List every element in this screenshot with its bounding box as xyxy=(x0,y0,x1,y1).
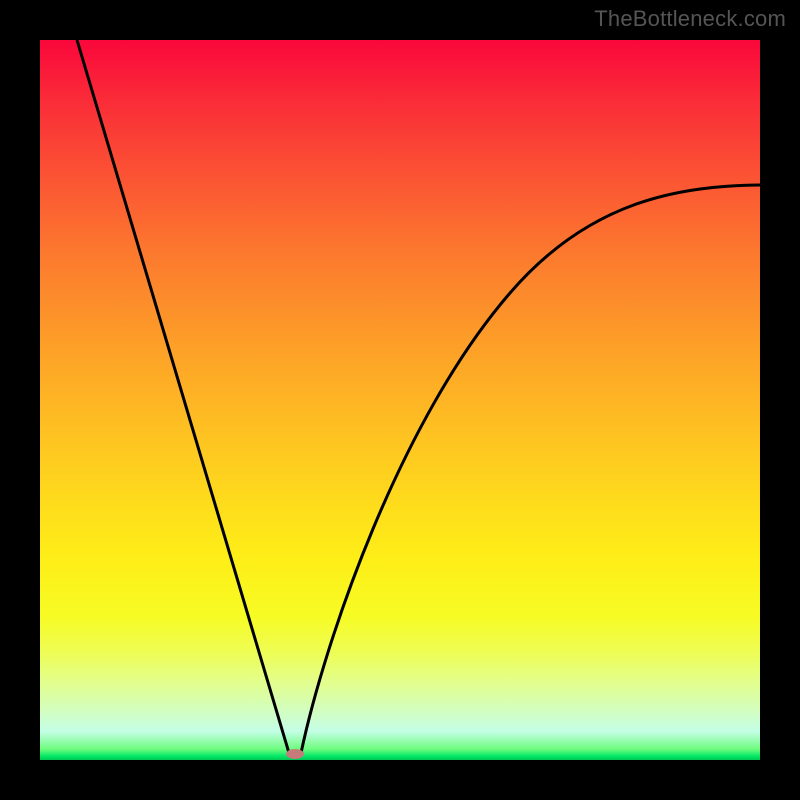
plot-area xyxy=(40,40,760,760)
curve-right xyxy=(301,185,760,753)
watermark-text: TheBottleneck.com xyxy=(594,6,786,32)
chart-container: TheBottleneck.com xyxy=(0,0,800,800)
min-marker xyxy=(286,749,304,759)
curve-svg xyxy=(40,40,760,760)
curve-left xyxy=(77,40,289,753)
